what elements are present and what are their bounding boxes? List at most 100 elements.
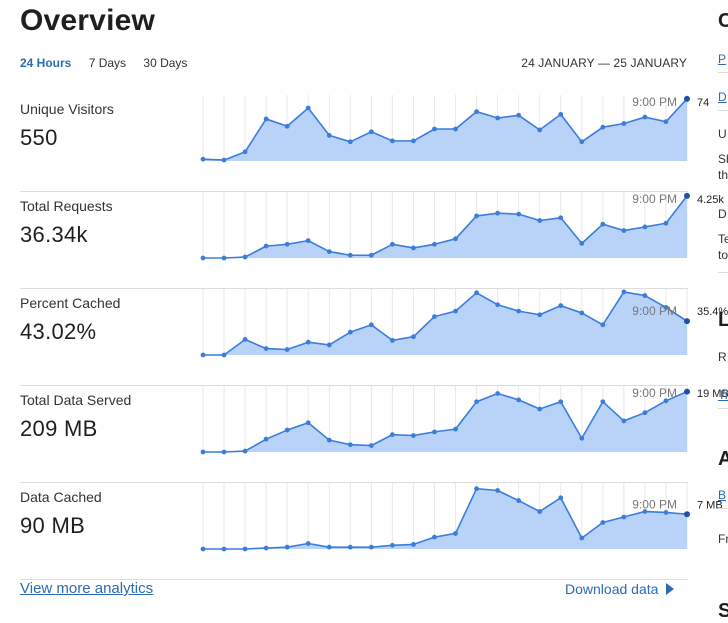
data-point (200, 352, 206, 358)
data-point (200, 156, 206, 162)
divider (20, 482, 688, 483)
metric-value: 43.02% (20, 319, 97, 344)
data-point (495, 115, 501, 121)
data-point (284, 427, 290, 433)
data-point (305, 105, 311, 111)
last-data-point (684, 318, 690, 325)
data-point (263, 436, 269, 442)
data-point (242, 448, 248, 454)
data-point (200, 546, 206, 552)
metric-value: 36.34k (20, 222, 88, 247)
data-point (389, 542, 395, 548)
time-label: 9:00 PM (632, 95, 677, 109)
data-point (200, 449, 206, 455)
data-point (537, 509, 543, 514)
data-point (495, 391, 501, 396)
series-line (202, 98, 688, 161)
divider (718, 508, 728, 509)
last-value-label: 4.25k (697, 194, 724, 206)
data-point (642, 293, 648, 298)
data-point (326, 342, 332, 348)
data-point (621, 514, 627, 520)
data-point (284, 123, 290, 129)
data-point (600, 124, 606, 130)
data-point (537, 312, 543, 318)
divider (20, 288, 688, 289)
data-point (305, 339, 311, 345)
data-point (305, 541, 311, 546)
data-point (368, 322, 374, 328)
side-link[interactable]: B (718, 488, 727, 502)
metric-label: Percent Cached (20, 295, 121, 311)
sparkline-chart: 9:00 PM 19 MB (200, 386, 728, 455)
last-data-point (684, 95, 690, 102)
last-data-point (684, 511, 690, 518)
last-value-label: 7 MB (697, 499, 723, 511)
data-point (347, 442, 353, 448)
data-point (453, 126, 458, 132)
data-point (242, 546, 248, 552)
data-point (284, 347, 290, 352)
data-point (663, 119, 669, 125)
metric-label: Unique Visitors (20, 101, 114, 117)
side-text: U (718, 127, 727, 141)
view-more-analytics-link[interactable]: View more analytics (20, 580, 154, 597)
data-point (537, 218, 543, 223)
data-point (600, 520, 606, 525)
data-point (432, 126, 437, 132)
data-point (347, 139, 353, 145)
data-point (326, 544, 332, 550)
tab-30-days[interactable]: 30 Days (143, 56, 188, 70)
metric-label: Total Requests (20, 198, 113, 214)
data-point (579, 310, 585, 316)
download-data-button[interactable]: Download data (565, 581, 675, 597)
side-link[interactable]: Tr (718, 388, 728, 402)
metric-row-unique-visitors: Unique Visitors 550 9:00 PM 74 (20, 95, 709, 192)
data-point (558, 495, 564, 501)
data-point (284, 544, 290, 550)
data-point (242, 149, 248, 155)
data-point (242, 337, 248, 342)
data-point (221, 352, 227, 358)
data-point (221, 449, 227, 455)
metric-value: 209 MB (20, 416, 98, 441)
side-heading: S (718, 600, 728, 622)
data-point (600, 399, 606, 405)
data-point (579, 240, 585, 246)
time-range-tabs: 24 Hours 7 Days 30 Days (20, 56, 201, 70)
tab-24-hours[interactable]: 24 Hours (20, 56, 72, 70)
data-point (558, 111, 564, 117)
area-fill (203, 488, 687, 549)
data-point (495, 302, 501, 308)
data-point (389, 337, 395, 343)
data-point (663, 220, 669, 226)
play-arrow-icon (666, 583, 675, 595)
side-link[interactable]: P (718, 52, 727, 66)
side-text: Fr (718, 532, 728, 546)
side-text: R (718, 350, 727, 364)
data-point (221, 546, 227, 552)
side-heading: A (718, 448, 728, 470)
data-point (600, 322, 606, 328)
data-point (411, 334, 416, 340)
time-label: 9:00 PM (632, 386, 677, 400)
data-point (474, 213, 479, 219)
side-link[interactable]: D (718, 90, 727, 104)
data-point (453, 531, 458, 536)
data-point (411, 138, 416, 144)
data-point (663, 398, 669, 404)
data-point (263, 116, 269, 122)
data-point (432, 429, 437, 435)
data-point (200, 255, 206, 261)
sparkline-chart: 9:00 PM 7 MB (200, 483, 723, 552)
data-point (621, 121, 627, 126)
data-point (411, 245, 416, 251)
data-point (516, 498, 522, 503)
data-point (263, 243, 269, 249)
data-point (368, 544, 374, 550)
divider (20, 579, 688, 580)
data-point (221, 255, 227, 261)
last-value-label: 19 MB (697, 388, 728, 400)
tab-7-days[interactable]: 7 Days (88, 56, 127, 70)
date-range: 24 JANUARY — 25 JANUARY (521, 56, 687, 70)
